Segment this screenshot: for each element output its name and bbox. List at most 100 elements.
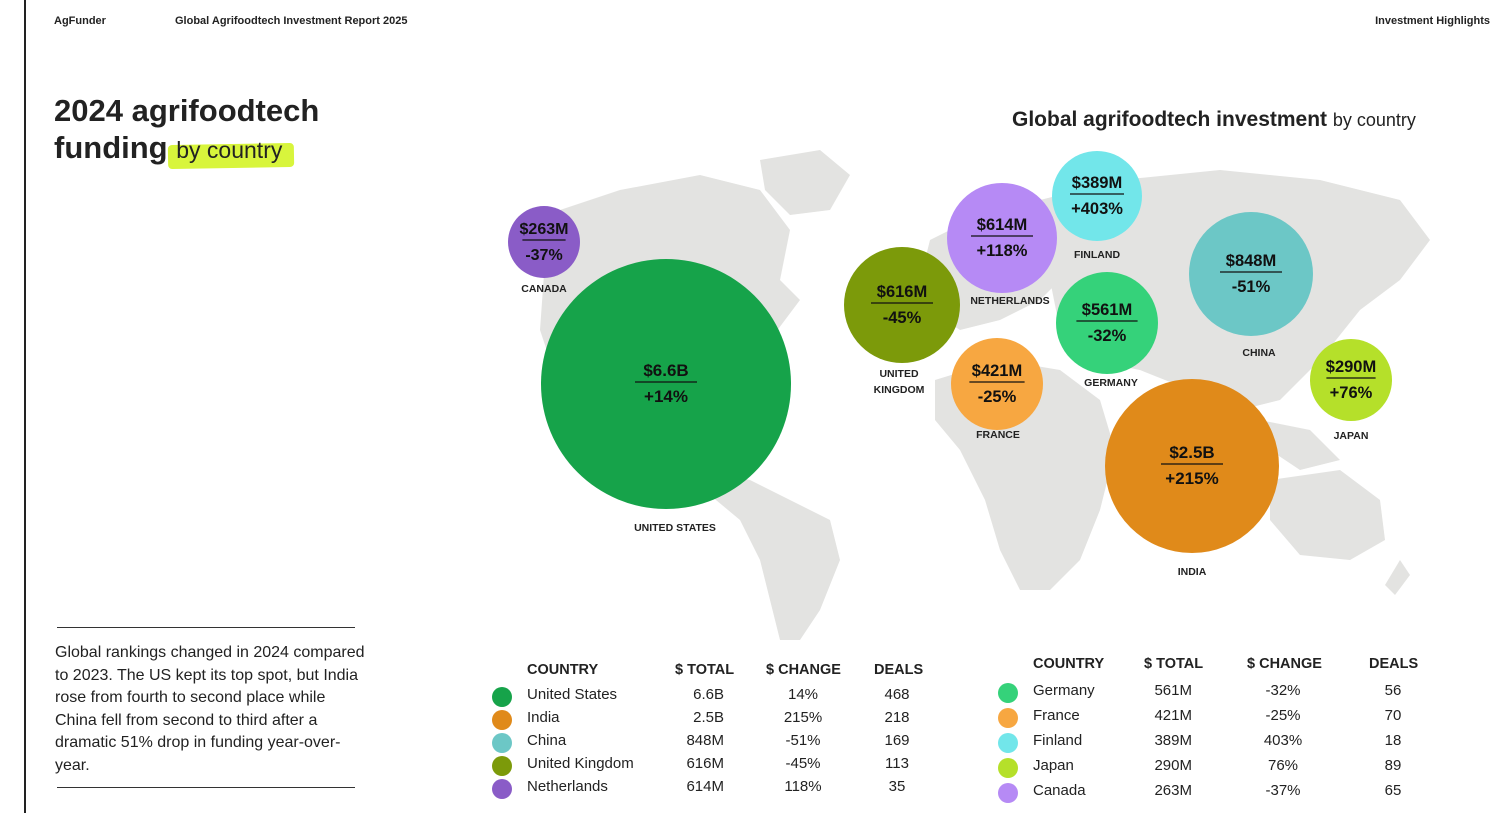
bubble-value-finland: $389M <box>1072 174 1122 192</box>
right-header-country: COUNTRY <box>1033 656 1105 672</box>
bubble-circle-netherlands <box>947 183 1057 293</box>
left-table-cell-deals: 218 <box>884 709 910 726</box>
right-table-cell-deals: 56 <box>1384 682 1402 699</box>
right-table-cell-total: 421M <box>1154 707 1192 724</box>
summary-paragraph: Global rankings changed in 2024 compared… <box>55 644 365 774</box>
bubble-united-kingdom: $616M -45% UNITED KINGDOM <box>844 247 960 396</box>
legend-dot <box>492 710 512 730</box>
bubble-circle-japan <box>1310 339 1392 421</box>
bubble-change-netherlands: +118% <box>977 242 1028 260</box>
bubble-canada: $263M -37% CANADA <box>508 206 580 295</box>
chart-title-suffix: by country <box>1332 110 1416 130</box>
bubble-change-germany: -32% <box>1088 327 1127 345</box>
left-table-cell-country: Netherlands <box>527 778 608 795</box>
left-table-cell-deals: 468 <box>884 686 910 703</box>
bubble-circle-germany <box>1056 272 1158 374</box>
legend-dot <box>492 756 512 776</box>
left-table-cell-deals: 35 <box>888 778 906 795</box>
left-header-change: $ CHANGE <box>766 662 841 678</box>
right-table-cell-change: -32% <box>1265 682 1301 699</box>
bubble-finland: $389M +403% FINLAND <box>1052 151 1142 261</box>
right-header-total: $ TOTAL <box>1144 656 1204 672</box>
left-table-cell-change: 215% <box>783 709 823 726</box>
bubble-change-canada: -37% <box>525 247 562 264</box>
left-table-cell-total: 616M <box>686 755 724 772</box>
left-table-cell-deals: 113 <box>885 755 909 772</box>
bubble-label-france: FRANCE <box>976 429 1020 441</box>
left-table-cell-total: 614M <box>686 778 724 795</box>
left-margin-rule <box>24 0 26 813</box>
bubble-circle-finland <box>1052 151 1142 241</box>
bubble-change-finland: +403% <box>1071 200 1123 218</box>
right-table-cell-country: Germany <box>1033 682 1095 699</box>
bubble-label-japan: JAPAN <box>1334 430 1369 442</box>
left-table-cell-change: 14% <box>787 686 819 703</box>
bubble-change-united-kingdom: -45% <box>883 309 922 327</box>
right-table-cell-change: 403% <box>1263 732 1303 749</box>
left-table-cell-deals: 169 <box>884 732 910 749</box>
bubble-circle-canada <box>508 206 580 278</box>
bubble-circle-united-states <box>541 259 791 509</box>
bubble-label-china: CHINA <box>1242 347 1276 359</box>
right-table-cell-country: Japan <box>1033 757 1074 774</box>
bubble-circle-france <box>951 338 1043 430</box>
right-table-cell-deals: 70 <box>1384 707 1402 724</box>
bubble-value-netherlands: $614M <box>977 216 1027 234</box>
left-table-cell-change: 118% <box>784 778 822 795</box>
bubble-circle-india <box>1105 379 1279 553</box>
left-header-total: $ TOTAL <box>675 662 735 678</box>
legend-dot <box>998 683 1018 703</box>
bubble-label-united-states: UNITED STATES <box>634 522 716 534</box>
left-table-cell-change: -51% <box>785 732 821 749</box>
right-table-cell-country: Finland <box>1033 732 1083 749</box>
brand-name: AgFunder <box>54 15 106 27</box>
bubble-netherlands: $614M +118% NETHERLANDS <box>947 183 1057 307</box>
page-title-line2: funding <box>54 130 168 165</box>
bubble-change-france: -25% <box>978 388 1017 406</box>
legend-dot <box>998 733 1018 753</box>
bubble-japan: $290M +76% JAPAN <box>1310 339 1392 442</box>
page-title-accent: by country <box>176 137 283 163</box>
right-table-cell-total: 263M <box>1154 782 1192 799</box>
bubble-value-france: $421M <box>972 362 1022 380</box>
bubble-label-india: INDIA <box>1178 566 1207 578</box>
legend-dot <box>998 758 1018 778</box>
left-table-cell-country: United Kingdom <box>527 755 634 772</box>
text-top-rule <box>57 627 355 628</box>
bubble-value-china: $848M <box>1226 252 1276 270</box>
bubble-germany: $561M -32% GERMANY <box>1056 272 1158 389</box>
left-header-deals: DEALS <box>874 662 924 678</box>
right-table-cell-total: 389M <box>1154 732 1192 749</box>
bubble-change-united-states: +14% <box>644 387 688 406</box>
left-table-cell-country: India <box>527 709 560 726</box>
bubble-circle-united-kingdom <box>844 247 960 363</box>
bubble-label-united-kingdom: UNITED KINGDOM <box>874 368 925 396</box>
right-table-cell-change: 76% <box>1267 757 1299 774</box>
left-header-country: COUNTRY <box>527 662 599 678</box>
bubble-change-india: +215% <box>1165 469 1218 488</box>
bubble-value-united-states: $6.6B <box>643 361 688 380</box>
bubble-value-canada: $263M <box>520 221 569 238</box>
bubble-value-germany: $561M <box>1082 301 1132 319</box>
page-title-line1: 2024 agrifoodtech <box>54 93 320 128</box>
bubble-circle-china <box>1189 212 1313 336</box>
bubble-value-united-kingdom: $616M <box>877 283 927 301</box>
bubble-value-japan: $290M <box>1326 358 1376 376</box>
page-title: 2024 agrifoodtech funding by country <box>54 92 319 169</box>
bubbles-layer: $6.6B +14% UNITED STATES $2.5B +215% INDIA $84… <box>508 151 1392 578</box>
legend-dot <box>492 779 512 799</box>
right-header-change: $ CHANGE <box>1247 656 1322 672</box>
bubble-label-canada: CANADA <box>521 283 567 295</box>
bubble-france: $421M -25% FRANCE <box>951 338 1043 441</box>
right-table-cell-deals: 65 <box>1384 782 1402 799</box>
bubble-label-germany: GERMANY <box>1084 377 1138 389</box>
report-title: Global Agrifoodtech Investment Report 20… <box>175 15 408 27</box>
bubble-united-states: $6.6B +14% UNITED STATES <box>541 259 791 534</box>
right-table-cell-country: France <box>1033 707 1080 724</box>
left-data-table: COUNTRY $ TOTAL $ CHANGE DEALS United St… <box>490 660 930 800</box>
legend-dot <box>492 687 512 707</box>
bubble-label-netherlands: NETHERLANDS <box>970 295 1049 307</box>
right-table-cell-country: Canada <box>1033 782 1086 799</box>
bubble-value-india: $2.5B <box>1169 443 1214 462</box>
